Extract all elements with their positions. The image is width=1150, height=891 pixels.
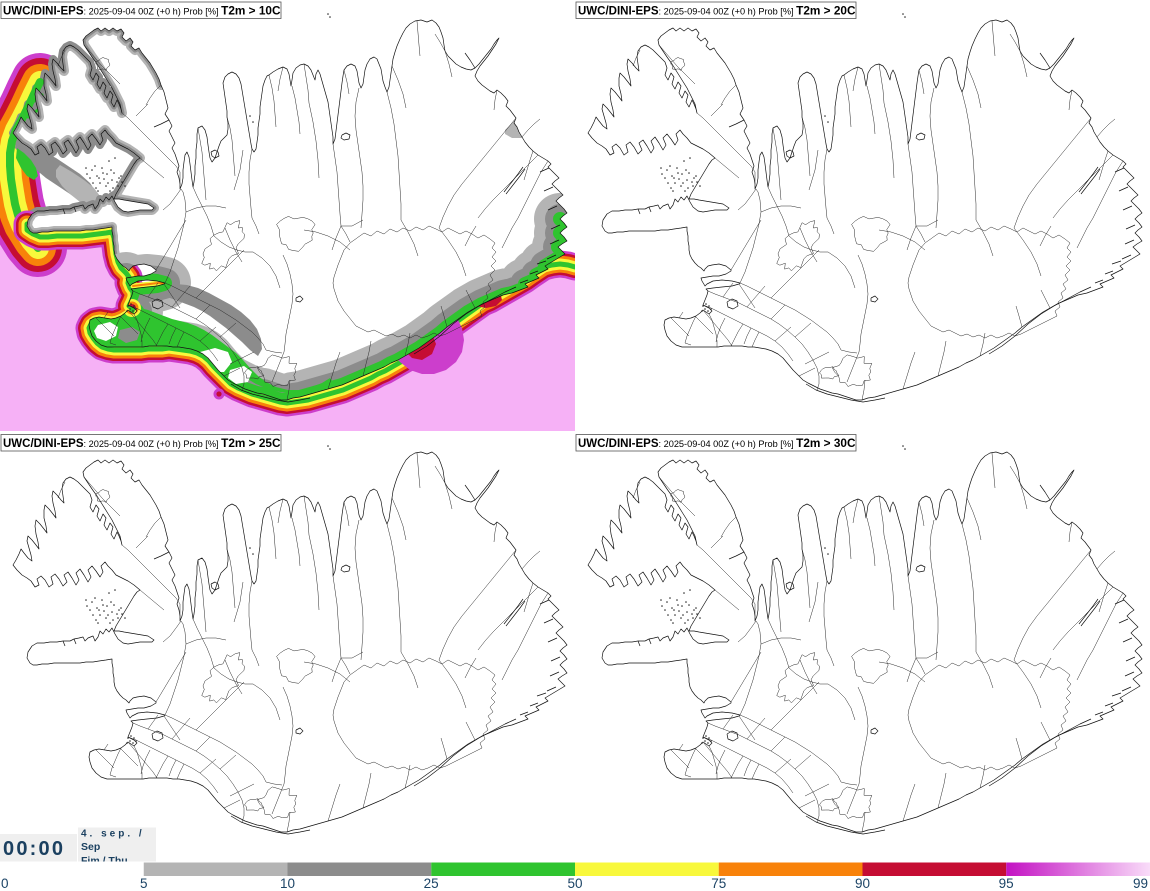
svg-text:10: 10 — [280, 876, 295, 891]
svg-text:Sep: Sep — [81, 841, 100, 853]
svg-text:4. sep. /: 4. sep. / — [81, 829, 145, 840]
svg-text:25: 25 — [424, 876, 439, 891]
svg-text:5: 5 — [140, 876, 148, 891]
svg-text:UWC/DINI-EPS: 2025-09-04 00Z (: UWC/DINI-EPS: 2025-09-04 00Z (+0 h) Prob… — [3, 4, 281, 18]
svg-text:00:00: 00:00 — [3, 838, 65, 860]
svg-text:99: 99 — [1133, 876, 1148, 891]
svg-text:Fim / Thu: Fim / Thu — [81, 855, 128, 867]
svg-text:95: 95 — [999, 876, 1014, 891]
svg-text:75: 75 — [711, 876, 726, 891]
svg-text:UWC/DINI-EPS: 2025-09-04 00Z (: UWC/DINI-EPS: 2025-09-04 00Z (+0 h) Prob… — [578, 4, 856, 18]
svg-text:90: 90 — [855, 876, 870, 891]
svg-text:0: 0 — [1, 876, 9, 891]
svg-text:UWC/DINI-EPS: 2025-09-04 00Z (: UWC/DINI-EPS: 2025-09-04 00Z (+0 h) Prob… — [578, 436, 856, 450]
svg-text:50: 50 — [567, 876, 582, 891]
svg-text:UWC/DINI-EPS: 2025-09-04 00Z (: UWC/DINI-EPS: 2025-09-04 00Z (+0 h) Prob… — [3, 436, 281, 450]
